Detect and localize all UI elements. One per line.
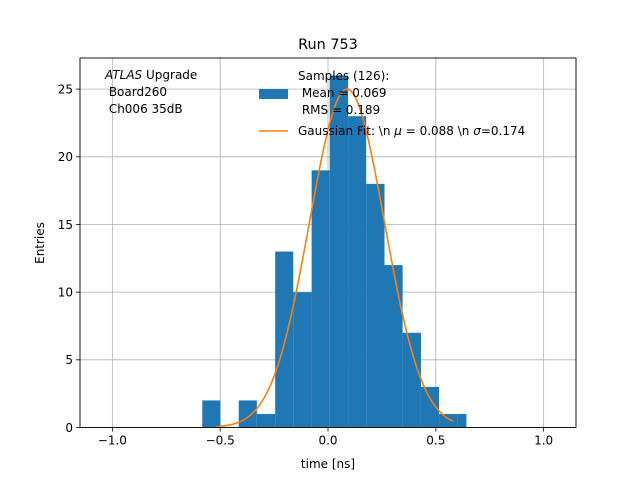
histogram-bar bbox=[329, 75, 349, 428]
legend-hist-label-line1: Samples (126): bbox=[298, 69, 389, 83]
legend-fit-label: Gaussian Fit: \n μ = 0.088 \n σ=0.174 bbox=[298, 124, 525, 138]
legend-hist-label-line2: Mean = 0.069 bbox=[298, 86, 387, 100]
gaussian-fit-curve bbox=[215, 88, 454, 428]
y-tick-label: 5 bbox=[65, 353, 73, 367]
legend-hist-swatch bbox=[259, 89, 288, 99]
x-tick-label: 0.0 bbox=[318, 434, 337, 448]
histogram-bar bbox=[420, 386, 440, 428]
histogram-bars bbox=[202, 75, 467, 428]
x-tick-label: −0.5 bbox=[206, 434, 235, 448]
x-tick-label: 0.5 bbox=[426, 434, 445, 448]
histogram-bar bbox=[348, 116, 367, 428]
x-tick-label: −1.0 bbox=[98, 434, 127, 448]
annotation-board: Board260 bbox=[105, 85, 167, 99]
atlas-annotation: ATLAS Upgrade Board260 Ch006 35dB bbox=[104, 68, 197, 116]
x-axis-label: time [ns] bbox=[301, 457, 355, 471]
chart-title: Run 753 bbox=[298, 37, 358, 53]
histogram-bar bbox=[256, 413, 276, 428]
histogram-bar bbox=[384, 265, 403, 428]
histogram-bar bbox=[402, 332, 421, 428]
y-axis-label: Entries bbox=[33, 222, 47, 264]
y-tick-label: 15 bbox=[58, 218, 73, 232]
histogram-bar bbox=[439, 413, 458, 428]
histogram-bar bbox=[311, 170, 330, 428]
histogram-bar bbox=[457, 413, 467, 428]
histogram-bar bbox=[293, 292, 312, 428]
histogram-bar bbox=[366, 183, 385, 428]
annotation-channel: Ch006 35dB bbox=[105, 102, 183, 116]
axis-ticks: −1.0 −0.5 0.0 0.5 1.0 0 5 10 15 20 25 bbox=[58, 82, 553, 447]
histogram-bar bbox=[275, 251, 294, 428]
annotation-upgrade: Upgrade bbox=[142, 68, 197, 82]
x-tick-label: 1.0 bbox=[534, 434, 553, 448]
histogram-bar bbox=[202, 400, 221, 428]
annotation-atlas-italic: ATLAS bbox=[104, 68, 143, 82]
y-tick-label: 25 bbox=[58, 82, 73, 96]
legend: Samples (126): Mean = 0.069 RMS = 0.189 … bbox=[259, 69, 525, 138]
legend-hist-label-line3: RMS = 0.189 bbox=[298, 103, 380, 117]
histogram-bar bbox=[238, 400, 257, 428]
y-tick-label: 20 bbox=[58, 150, 73, 164]
svg-text:ATLAS Upgrade: ATLAS Upgrade bbox=[104, 68, 197, 82]
fit-curve-line bbox=[215, 88, 454, 428]
y-tick-label: 0 bbox=[65, 421, 73, 435]
y-tick-label: 10 bbox=[58, 285, 73, 299]
